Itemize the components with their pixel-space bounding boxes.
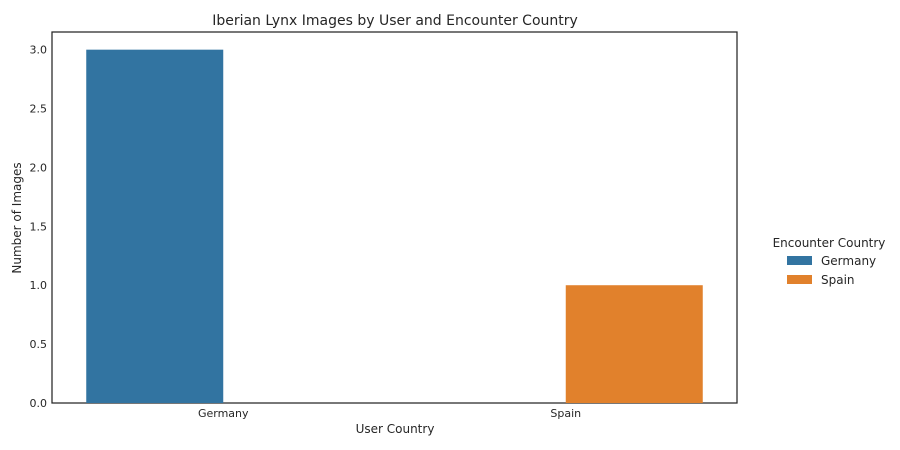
bar-germany-germany	[86, 49, 224, 404]
legend-swatch-spain	[787, 275, 812, 284]
legend: Encounter Country Germany Spain	[773, 236, 886, 287]
y-tick-label: 2.0	[30, 161, 48, 174]
y-tick-label: 3.0	[30, 44, 48, 57]
x-axis-ticks: Germany Spain	[198, 407, 581, 420]
legend-swatch-germany	[787, 256, 812, 265]
y-tick-label: 0.5	[30, 338, 48, 351]
x-tick-label: Spain	[550, 407, 581, 420]
legend-label-spain: Spain	[821, 273, 855, 287]
bars-group	[86, 49, 703, 404]
y-tick-label: 1.0	[30, 279, 48, 292]
y-axis-label: Number of Images	[10, 162, 24, 273]
y-tick-label: 0.0	[30, 397, 48, 410]
legend-title: Encounter Country	[773, 236, 886, 250]
y-axis-ticks: 0.0 0.5 1.0 1.5 2.0 2.5 3.0	[30, 44, 48, 410]
legend-label-germany: Germany	[821, 254, 876, 268]
bar-spain-spain	[565, 285, 703, 403]
y-tick-label: 2.5	[30, 103, 48, 116]
chart-title: Iberian Lynx Images by User and Encounte…	[212, 13, 578, 29]
y-tick-label: 1.5	[30, 220, 48, 233]
x-axis-label: User Country	[356, 422, 435, 436]
x-tick-label: Germany	[198, 407, 249, 420]
